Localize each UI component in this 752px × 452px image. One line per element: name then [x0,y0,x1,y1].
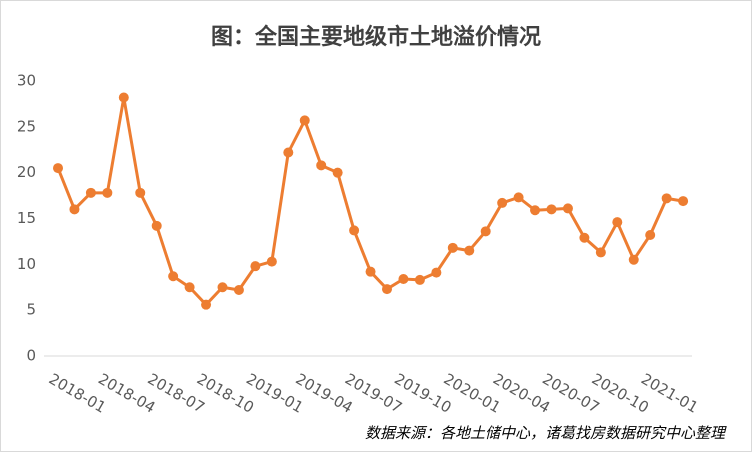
point [332,167,343,178]
point [562,203,573,214]
point [382,284,392,295]
point [513,192,524,203]
point [497,197,508,208]
point [661,193,672,204]
point [431,267,442,278]
point [579,232,590,243]
point [530,205,541,216]
point [645,230,656,240]
point [233,285,244,295]
y-tick-label: 30 [17,72,36,90]
point [201,299,212,310]
y-tick-label: 15 [17,209,36,227]
point [546,204,557,215]
point [53,163,63,174]
point [168,271,179,282]
point [85,187,96,198]
chart-title: 图：全国主要地级市土地溢价情况 [211,24,541,50]
point [595,247,606,258]
point [135,187,146,198]
point [250,261,261,272]
point [398,274,409,284]
y-tick-label: 5 [26,301,36,319]
point [414,274,425,285]
point [628,254,639,265]
y-tick-label: 0 [26,347,36,365]
point [480,226,491,237]
point [365,266,376,277]
point [299,115,310,126]
point [283,147,294,158]
point [102,187,113,198]
source-note: 数据来源：各地土储中心，诸葛找房数据研究中心整理 [365,424,727,442]
point [612,217,623,228]
y-tick-label: 25 [17,117,36,135]
point [69,204,80,215]
y-tick-label: 20 [17,163,36,181]
point [316,160,327,171]
point [349,225,360,236]
point [151,220,162,231]
point [447,242,458,253]
point [464,245,475,256]
point [678,196,689,207]
y-tick-label: 10 [17,255,36,273]
point [118,92,129,103]
point [266,256,277,267]
point [217,282,228,293]
point [184,282,195,293]
